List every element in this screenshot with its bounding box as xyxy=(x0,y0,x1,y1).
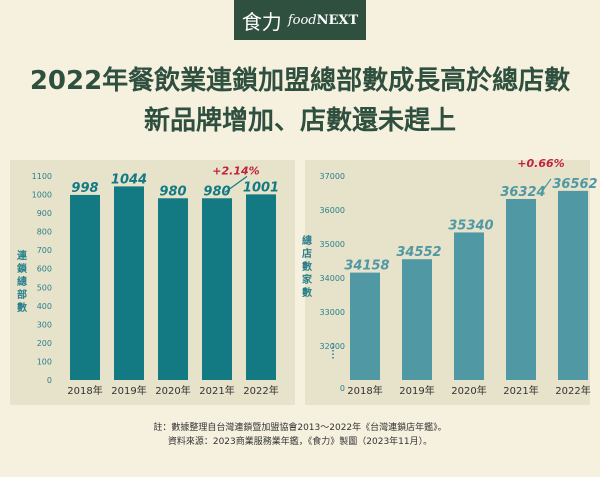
annotation-label: +0.66% xyxy=(517,157,564,170)
y-tick-label: 37000 xyxy=(320,172,345,181)
x-tick-label: 2018年 xyxy=(67,384,102,397)
annotation-arrow xyxy=(540,178,552,194)
annotation-label: +2.14% xyxy=(212,164,259,177)
x-tick-label: 2020年 xyxy=(451,384,486,397)
data-label: 36324 xyxy=(500,185,545,200)
y-tick-label: 400 xyxy=(37,302,52,311)
y-tick-label: 500 xyxy=(37,283,52,292)
data-label: 35340 xyxy=(448,218,493,233)
bar xyxy=(158,198,188,380)
y-tick-label: 0 xyxy=(47,376,52,385)
data-label: 998 xyxy=(71,181,98,196)
bar-chart-headquarters: 0 100 200 300 400 500 600 700 800 900 1000 1100 998 2… xyxy=(32,164,279,397)
data-label: 980 xyxy=(159,184,186,199)
chart-subtitle: 新品牌增加、店數還未趕上 xyxy=(143,106,456,136)
data-label: 36562 xyxy=(552,177,597,192)
y-tick-label: 0 xyxy=(340,384,345,393)
bar xyxy=(454,232,484,380)
y-tick-label: 100 xyxy=(37,357,52,366)
x-tick-label: 2021年 xyxy=(199,384,234,397)
data-label: 34552 xyxy=(396,245,441,260)
bar xyxy=(350,272,380,380)
data-label: 34158 xyxy=(344,259,389,274)
chart-title: 2022年餐飲業連鎖加盟總部數成長高於總店數 xyxy=(29,66,571,96)
y-axis-label-stores: 總店數家數 xyxy=(302,236,312,299)
footnote-note: 註：數據整理自台灣連鎖暨加盟協會2013～2022年《台灣連鎖店年鑑》。 xyxy=(153,423,447,433)
y-tick-label: 900 xyxy=(37,209,52,218)
x-tick-label: 2022年 xyxy=(555,384,590,397)
x-tick-label: 2021年 xyxy=(503,384,538,397)
y-tick-label: 34000 xyxy=(320,274,345,283)
y-tick-label: 800 xyxy=(37,228,52,237)
bar xyxy=(70,194,100,380)
annotation-arrow xyxy=(224,175,248,193)
brand-en: foodNEXT xyxy=(287,12,359,28)
brand-logo: 食力 foodNEXT xyxy=(234,0,366,40)
data-label: 980 xyxy=(203,184,230,199)
y-tick-label: 35000 xyxy=(320,240,345,249)
bar xyxy=(506,198,536,380)
chart-panel-headquarters: 連鎖總部數 0 100 200 300 400 500 600 700 800 900 1000 11… xyxy=(10,160,295,405)
y-tick-label: 1000 xyxy=(32,191,52,200)
y-tick-label: 200 xyxy=(37,339,52,348)
bar xyxy=(558,190,588,380)
y-tick-label: 36000 xyxy=(320,206,345,215)
x-tick-label: 2018年 xyxy=(347,384,382,397)
y-tick-label: 700 xyxy=(37,246,52,255)
y-tick-label: 1100 xyxy=(32,172,52,181)
footnote-source: 資料來源：2023商業服務業年鑑，《食力》製圖（2023年11月）。 xyxy=(167,437,433,447)
x-tick-label: 2019年 xyxy=(399,384,434,397)
y-tick-label: 33000 xyxy=(320,308,345,317)
x-tick-label: 2019年 xyxy=(111,384,146,397)
data-label: 1044 xyxy=(111,172,147,187)
y-axis-label-headquarters: 連鎖總部數 xyxy=(17,251,27,314)
bar xyxy=(402,259,432,380)
brand-zh: 食力 xyxy=(241,9,282,34)
x-tick-label: 2020年 xyxy=(155,384,190,397)
bar xyxy=(246,194,276,380)
data-label: 1001 xyxy=(243,180,279,195)
x-tick-label: 2022年 xyxy=(243,384,278,397)
y-tick-label: 600 xyxy=(37,265,52,274)
y-tick-label: 300 xyxy=(37,320,52,329)
bar xyxy=(114,186,144,380)
bar-chart-stores: 0320003300034000350003600037000341582018… xyxy=(320,157,598,397)
bar xyxy=(202,198,232,380)
